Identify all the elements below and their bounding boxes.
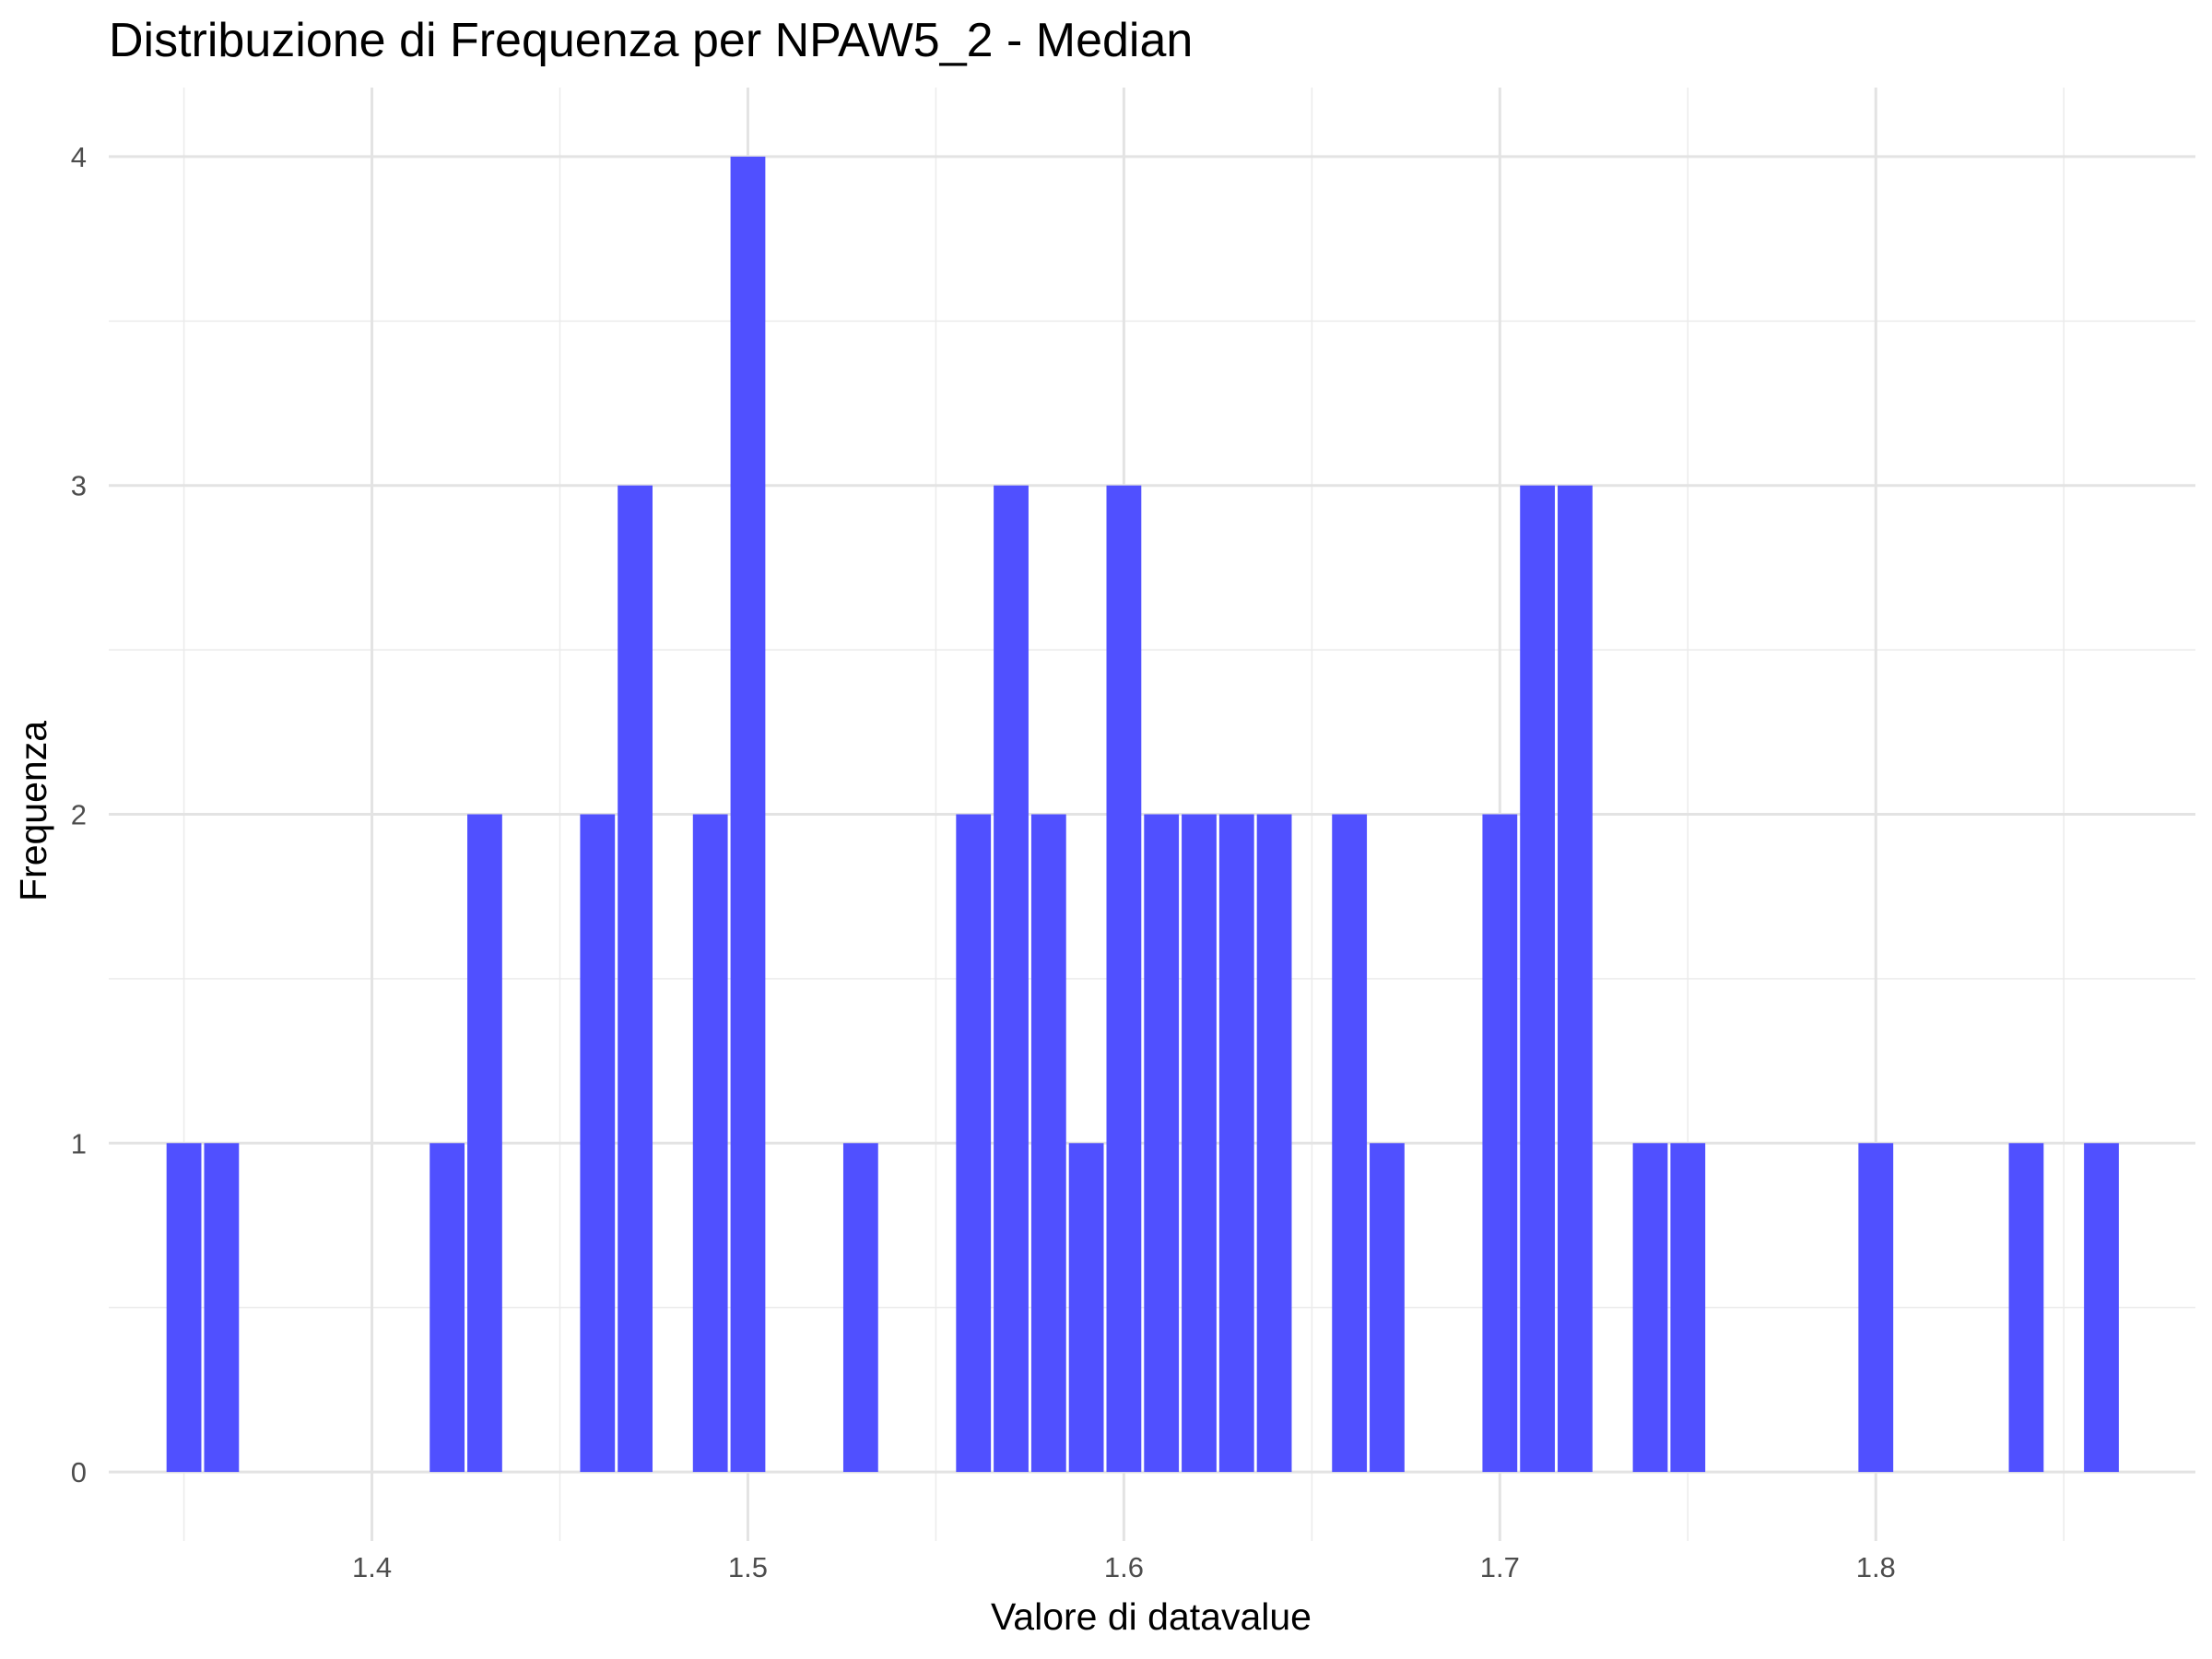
histogram-bar bbox=[1332, 814, 1368, 1473]
histogram-bars bbox=[166, 156, 2119, 1473]
histogram-bar bbox=[994, 485, 1029, 1473]
histogram-bar bbox=[2084, 1143, 2119, 1473]
x-tick-label: 1.6 bbox=[1104, 1551, 1144, 1583]
chart-title: Distribuzione di Frequenza per NPAW5_2 -… bbox=[109, 14, 1194, 67]
histogram-bar bbox=[1106, 485, 1142, 1473]
x-tick-label: 1.4 bbox=[352, 1551, 392, 1583]
y-tick-label: 2 bbox=[71, 799, 87, 831]
grid-lines bbox=[109, 88, 2195, 1541]
histogram-bar bbox=[2008, 1143, 2044, 1473]
histogram-bar bbox=[467, 814, 502, 1473]
histogram-bar bbox=[1030, 814, 1066, 1473]
y-tick-label: 3 bbox=[71, 470, 87, 502]
histogram-bar bbox=[1370, 1143, 1405, 1473]
x-tick-label: 1.7 bbox=[1480, 1551, 1520, 1583]
y-axis-title: Frequenza bbox=[12, 721, 54, 901]
y-tick-label: 4 bbox=[71, 141, 87, 173]
histogram-bar bbox=[1858, 1143, 1894, 1473]
histogram-bar bbox=[618, 485, 653, 1473]
histogram-bar bbox=[580, 814, 616, 1473]
histogram-bar bbox=[1632, 1143, 1668, 1473]
y-tick-label: 0 bbox=[71, 1456, 87, 1488]
histogram-bar bbox=[204, 1143, 240, 1473]
histogram-bar bbox=[1256, 814, 1292, 1473]
histogram-bar bbox=[429, 1143, 465, 1473]
x-tick-label: 1.5 bbox=[728, 1551, 768, 1583]
histogram-bar bbox=[692, 814, 728, 1473]
x-axis-ticks: 1.4 1.5 1.6 1.7 1.8 bbox=[352, 1551, 1896, 1583]
histogram-bar bbox=[842, 1143, 878, 1473]
histogram-bar bbox=[166, 1143, 202, 1473]
histogram-bar bbox=[1182, 814, 1217, 1473]
x-tick-label: 1.8 bbox=[1856, 1551, 1896, 1583]
histogram-bar bbox=[1218, 814, 1254, 1473]
histogram-bar bbox=[1144, 814, 1180, 1473]
histogram-bar bbox=[1558, 485, 1593, 1473]
y-tick-label: 1 bbox=[71, 1127, 87, 1159]
histogram-bar bbox=[1520, 485, 1556, 1473]
x-axis-title: Valore di datavalue bbox=[991, 1595, 1312, 1638]
histogram-bar bbox=[956, 814, 992, 1473]
histogram-bar bbox=[1068, 1143, 1104, 1473]
histogram-bar bbox=[1482, 814, 1518, 1473]
histogram-bar bbox=[1670, 1143, 1706, 1473]
y-axis-ticks: 0 1 2 3 4 bbox=[71, 141, 87, 1488]
histogram-bar bbox=[730, 156, 766, 1473]
